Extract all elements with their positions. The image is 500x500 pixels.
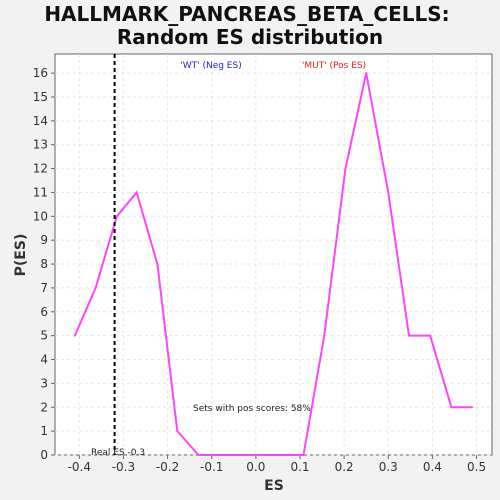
data-point <box>280 454 283 456</box>
data-point <box>323 334 326 337</box>
data-point <box>344 167 347 170</box>
x-tick-label: 0.2 <box>335 460 354 474</box>
y-tick-label: 1 <box>40 424 48 438</box>
y-tick-label: 5 <box>40 329 48 343</box>
y-tick-label: 4 <box>40 353 48 367</box>
data-point <box>218 454 221 456</box>
data-point <box>238 454 241 456</box>
y-tick-label: 3 <box>40 376 48 390</box>
data-point <box>115 215 118 218</box>
data-point <box>408 334 411 337</box>
y-tick-label: 13 <box>33 138 48 152</box>
y-tick-label: 16 <box>33 66 48 80</box>
x-tick-label: -0.3 <box>112 460 135 474</box>
x-tick-label: 0.5 <box>467 460 486 474</box>
real-es-label: Real ES -0.3 <box>91 448 145 458</box>
data-point <box>471 406 474 409</box>
x-tick-label: -0.2 <box>156 460 179 474</box>
y-tick-label: 14 <box>33 114 48 128</box>
y-tick-label: 6 <box>40 305 48 319</box>
y-tick-label: 11 <box>33 185 48 199</box>
y-tick-label: 0 <box>40 448 48 462</box>
x-tick-label: 0.3 <box>379 460 398 474</box>
chart-title-line-1: HALLMARK_PANCREAS_BETA_CELLS: <box>44 2 449 26</box>
chart-title-line-2: Random ES distribution <box>117 25 383 49</box>
pos-scores-annotation: Sets with pos scores: 58% <box>193 404 311 414</box>
y-tick-label: 7 <box>40 281 48 295</box>
y-tick-label: 2 <box>40 400 48 414</box>
data-point <box>429 334 432 337</box>
y-tick-label: 15 <box>33 90 48 104</box>
series-layer <box>73 72 474 456</box>
plot-area <box>54 53 493 456</box>
data-point <box>197 454 200 456</box>
neg-es-label: 'WT' (Neg ES) <box>180 61 241 71</box>
data-point <box>156 263 159 266</box>
y-tick-label: 9 <box>40 233 48 247</box>
x-tick-label: -0.1 <box>200 460 223 474</box>
pos-es-label: 'MUT' (Pos ES) <box>302 61 366 71</box>
x-tick-label: -0.4 <box>68 460 91 474</box>
data-point <box>94 286 97 289</box>
data-point <box>302 454 305 456</box>
y-tick-label: 10 <box>33 209 48 223</box>
data-point <box>450 406 453 409</box>
y-axis-label: P(ES) <box>13 234 29 277</box>
x-tick-label: 0.0 <box>246 460 265 474</box>
data-point <box>387 191 390 194</box>
data-point <box>176 430 179 433</box>
data-point <box>135 191 138 194</box>
series-line <box>73 72 473 456</box>
data-point <box>259 454 262 456</box>
data-point <box>73 334 76 337</box>
y-tick-label: 12 <box>33 162 48 176</box>
data-point <box>365 72 368 75</box>
grid-lines <box>55 54 492 456</box>
y-tick-label: 8 <box>40 257 48 271</box>
axis-ticks: -0.4 -0.3 -0.2 -0.1 0.0 0.1 0.2 0.3 0.4 0.5012345… <box>33 66 486 474</box>
x-axis-label: ES <box>264 478 284 494</box>
x-tick-label: 0.4 <box>423 460 442 474</box>
x-tick-label: 0.1 <box>290 460 309 474</box>
